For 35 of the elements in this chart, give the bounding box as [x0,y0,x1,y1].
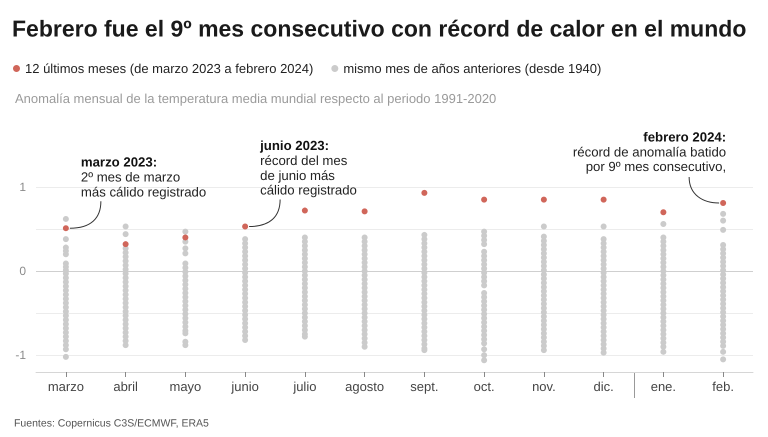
x-tick-label: junio [230,379,259,394]
annotation: marzo 2023: 2º mes de marzo más cálido registrado [80,154,206,200]
y-tick-label: 1 [19,180,26,194]
y-tick-label: -1 [15,348,26,362]
annotation: febrero 2024: récord de anomalía batido por 9º mes consecutivo, [572,129,726,174]
source-note: Fuentes: Copernicus C3S/ECMWF, ERA5 [14,418,210,430]
x-tick-label: marzo [48,379,84,394]
point [481,196,488,203]
point [242,224,248,230]
point [62,225,69,232]
point [421,190,428,196]
chart-title: Febrero fue el 9º mes consecutivo con récord de calor en el mundo [12,16,746,42]
point [600,196,607,203]
x-tick-label: oct. [474,379,495,394]
annotation: junio 2023: récord del mes de junio más cálido registrado [259,138,357,198]
legend-label: mismo mes de años anteriores (desde 1940) [343,61,602,76]
x-tick-label: julio [292,379,316,394]
x-tick-label: ene. [650,379,676,394]
point [182,234,188,240]
legend-label: 12 últimos meses (de marzo 2023 a febrero 2024) [25,61,314,76]
x-tick-label: agosto [345,379,384,394]
point [540,196,547,203]
chart-subtitle: Anomalía mensual de la temperatura media mundial respecto al periodo 1991-2020 [15,91,496,106]
y-tick-label: 0 [19,264,26,278]
x-tick-label: abril [113,379,138,394]
point [122,241,129,248]
point [660,209,666,216]
point [720,200,726,206]
x-tick-label: feb. [712,379,734,394]
x-tick-label: sept. [410,379,438,394]
x-tick-label: nov. [532,379,556,394]
point [302,208,308,214]
x-tick-label: dic. [594,379,614,394]
point [362,208,368,214]
x-tick-label: mayo [169,379,202,394]
